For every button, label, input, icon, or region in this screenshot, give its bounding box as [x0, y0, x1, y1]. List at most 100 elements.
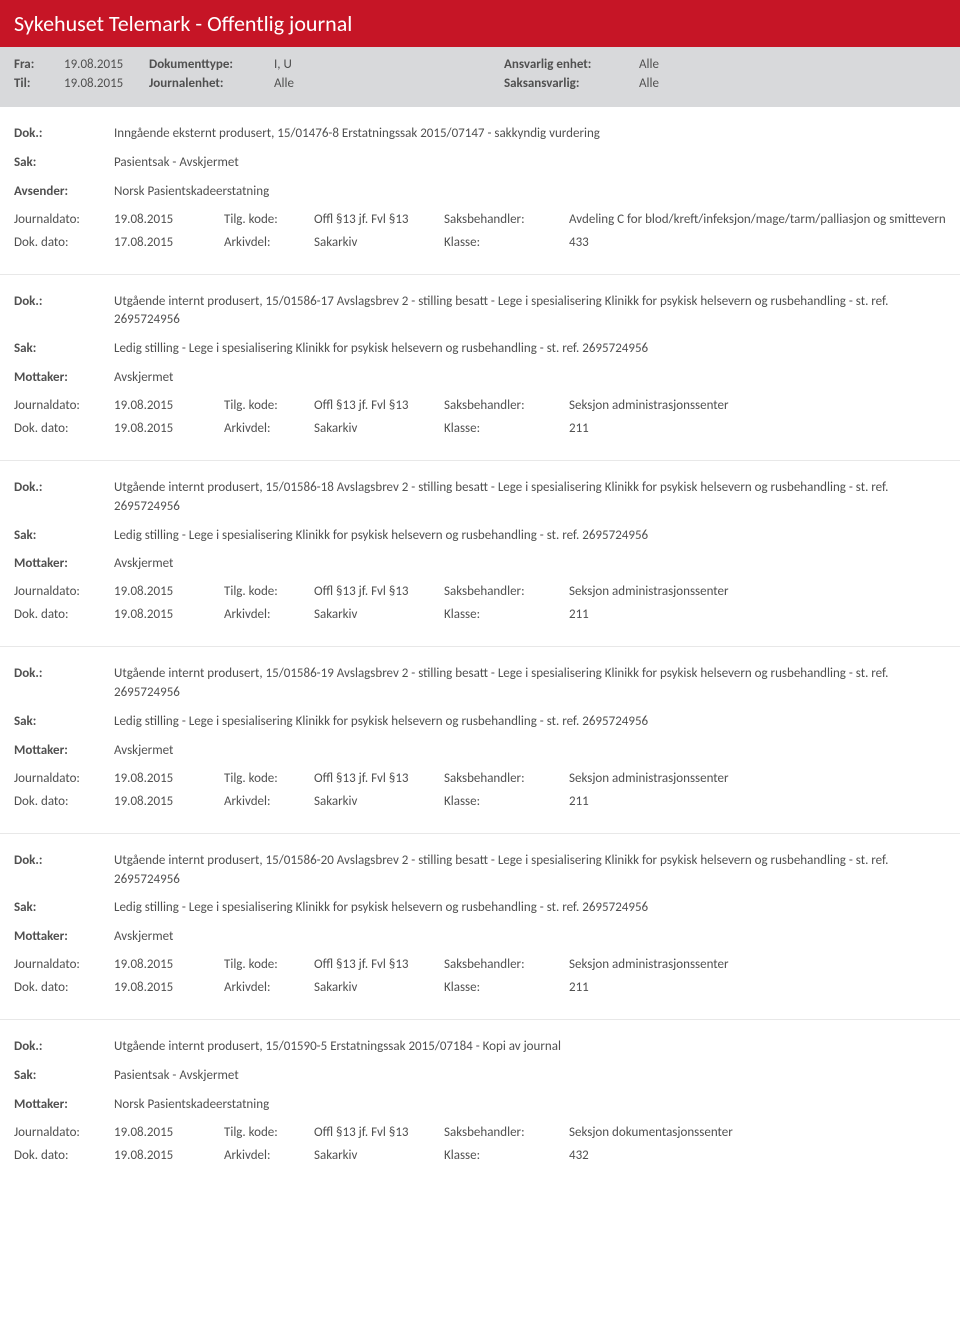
- party-value: Avskjermet: [114, 369, 946, 388]
- dok-value: Utgående internt produsert, 15/01586-18 …: [114, 479, 946, 517]
- saksansv-label: Saksansvarlig:: [504, 76, 639, 91]
- dokdato-value: 19.08.2015: [114, 607, 224, 622]
- sak-label: Sak:: [14, 154, 114, 173]
- klasse-label: Klasse:: [444, 607, 569, 622]
- dok-label: Dok.:: [14, 125, 114, 144]
- dok-label: Dok.:: [14, 293, 114, 312]
- party-label: Mottaker:: [14, 742, 114, 761]
- arkivdel-label: Arkivdel:: [224, 607, 314, 622]
- sak-value: Ledig stilling - Lege i spesialisering K…: [114, 713, 946, 732]
- saksbehandler-label: Saksbehandler:: [444, 398, 569, 413]
- sak-value: Ledig stilling - Lege i spesialisering K…: [114, 527, 946, 546]
- journaldato-value: 19.08.2015: [114, 584, 224, 599]
- journalenhet-label: Journalenhet:: [149, 76, 274, 91]
- dok-label: Dok.:: [14, 479, 114, 498]
- journaldato-label: Journaldato:: [14, 212, 114, 227]
- tilgkode-value: Offl §13 jf. Fvl §13: [314, 212, 444, 227]
- klasse-value: 211: [569, 607, 946, 622]
- dokdato-label: Dok. dato:: [14, 1148, 114, 1163]
- journaldato-label: Journaldato:: [14, 584, 114, 599]
- til-value: 19.08.2015: [64, 76, 149, 91]
- arkivdel-label: Arkivdel:: [224, 1148, 314, 1163]
- party-value: Avskjermet: [114, 742, 946, 761]
- saksbehandler-label: Saksbehandler:: [444, 584, 569, 599]
- page-title: Sykehuset Telemark - Offentlig journal: [0, 0, 960, 47]
- klasse-label: Klasse:: [444, 421, 569, 436]
- journal-entry: Dok.: Utgående internt produsert, 15/015…: [0, 1020, 960, 1187]
- klasse-value: 211: [569, 980, 946, 995]
- saksbehandler-label: Saksbehandler:: [444, 957, 569, 972]
- arkivdel-value: Sakarkiv: [314, 1148, 444, 1163]
- dok-value: Inngående eksternt produsert, 15/01476-8…: [114, 125, 946, 144]
- dok-value: Utgående internt produsert, 15/01586-19 …: [114, 665, 946, 703]
- sak-value: Pasientsak - Avskjermet: [114, 1067, 946, 1086]
- sak-label: Sak:: [14, 340, 114, 359]
- klasse-label: Klasse:: [444, 1148, 569, 1163]
- tilgkode-value: Offl §13 jf. Fvl §13: [314, 1125, 444, 1140]
- til-label: Til:: [14, 76, 64, 91]
- tilgkode-value: Offl §13 jf. Fvl §13: [314, 957, 444, 972]
- arkivdel-label: Arkivdel:: [224, 421, 314, 436]
- arkivdel-label: Arkivdel:: [224, 980, 314, 995]
- arkivdel-label: Arkivdel:: [224, 794, 314, 809]
- tilgkode-value: Offl §13 jf. Fvl §13: [314, 398, 444, 413]
- klasse-label: Klasse:: [444, 794, 569, 809]
- saksbehandler-value: Avdeling C for blod/kreft/infeksjon/mage…: [569, 212, 946, 227]
- journal-entry: Dok.: Utgående internt produsert, 15/015…: [0, 461, 960, 647]
- tilgkode-label: Tilg. kode:: [224, 398, 314, 413]
- tilgkode-value: Offl §13 jf. Fvl §13: [314, 771, 444, 786]
- journaldato-label: Journaldato:: [14, 398, 114, 413]
- tilgkode-label: Tilg. kode:: [224, 1125, 314, 1140]
- dokdato-value: 19.08.2015: [114, 794, 224, 809]
- journaldato-label: Journaldato:: [14, 771, 114, 786]
- ansvenhet-value: Alle: [639, 57, 659, 72]
- dokdato-value: 19.08.2015: [114, 421, 224, 436]
- dok-value: Utgående internt produsert, 15/01586-20 …: [114, 852, 946, 890]
- party-label: Mottaker:: [14, 555, 114, 574]
- doktype-label: Dokumenttype:: [149, 57, 274, 72]
- party-label: Mottaker:: [14, 1096, 114, 1115]
- journaldato-label: Journaldato:: [14, 1125, 114, 1140]
- party-label: Mottaker:: [14, 369, 114, 388]
- dok-value: Utgående internt produsert, 15/01586-17 …: [114, 293, 946, 331]
- saksbehandler-value: Seksjon administrasjonssenter: [569, 584, 946, 599]
- journal-entry: Dok.: Utgående internt produsert, 15/015…: [0, 834, 960, 1020]
- journaldato-label: Journaldato:: [14, 957, 114, 972]
- dokdato-value: 19.08.2015: [114, 1148, 224, 1163]
- party-label: Avsender:: [14, 183, 114, 202]
- party-value: Avskjermet: [114, 555, 946, 574]
- dokdato-value: 17.08.2015: [114, 235, 224, 250]
- saksbehandler-label: Saksbehandler:: [444, 212, 569, 227]
- klasse-value: 433: [569, 235, 946, 250]
- dok-value: Utgående internt produsert, 15/01590-5 E…: [114, 1038, 946, 1057]
- journal-entry: Dok.: Utgående internt produsert, 15/015…: [0, 275, 960, 461]
- dok-label: Dok.:: [14, 1038, 114, 1057]
- klasse-value: 211: [569, 794, 946, 809]
- dokdato-label: Dok. dato:: [14, 794, 114, 809]
- klasse-label: Klasse:: [444, 980, 569, 995]
- journalenhet-value: Alle: [274, 76, 504, 91]
- arkivdel-value: Sakarkiv: [314, 607, 444, 622]
- tilgkode-label: Tilg. kode:: [224, 957, 314, 972]
- saksbehandler-label: Saksbehandler:: [444, 771, 569, 786]
- sak-label: Sak:: [14, 527, 114, 546]
- dok-label: Dok.:: [14, 852, 114, 871]
- party-value: Avskjermet: [114, 928, 946, 947]
- dokdato-label: Dok. dato:: [14, 235, 114, 250]
- dokdato-label: Dok. dato:: [14, 980, 114, 995]
- filter-band: Fra: 19.08.2015 Dokumenttype: I, U Ansva…: [0, 47, 960, 107]
- saksbehandler-label: Saksbehandler:: [444, 1125, 569, 1140]
- tilgkode-label: Tilg. kode:: [224, 584, 314, 599]
- saksbehandler-value: Seksjon administrasjonssenter: [569, 398, 946, 413]
- klasse-value: 211: [569, 421, 946, 436]
- arkivdel-value: Sakarkiv: [314, 421, 444, 436]
- dokdato-value: 19.08.2015: [114, 980, 224, 995]
- journal-entry: Dok.: Inngående eksternt produsert, 15/0…: [0, 107, 960, 275]
- journaldato-value: 19.08.2015: [114, 398, 224, 413]
- dokdato-label: Dok. dato:: [14, 421, 114, 436]
- sak-value: Ledig stilling - Lege i spesialisering K…: [114, 899, 946, 918]
- fra-value: 19.08.2015: [64, 57, 149, 72]
- saksbehandler-value: Seksjon administrasjonssenter: [569, 957, 946, 972]
- dok-label: Dok.:: [14, 665, 114, 684]
- fra-label: Fra:: [14, 57, 64, 72]
